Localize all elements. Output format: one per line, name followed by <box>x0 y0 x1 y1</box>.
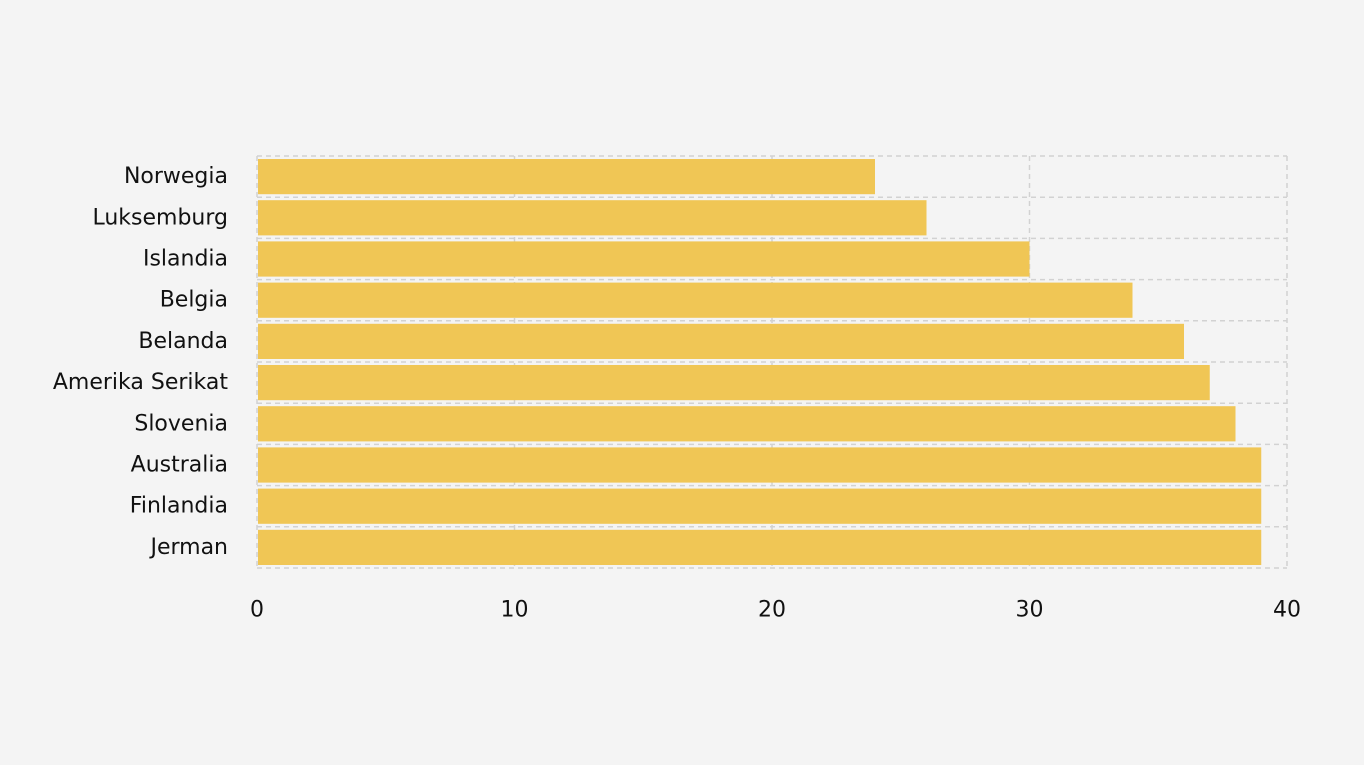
bar-norwegia <box>258 159 875 195</box>
grid <box>256 155 1288 569</box>
bar-belgia <box>258 282 1133 318</box>
bar-australia <box>258 447 1262 483</box>
bar-luksemburg <box>258 200 927 236</box>
bars <box>258 159 1262 565</box>
category-label: Norwegia <box>124 164 228 189</box>
category-label: Amerika Serikat <box>53 370 228 395</box>
category-label: Islandia <box>143 247 228 272</box>
category-labels: Norwegia Luksemburg Islandia Belgia Belanda A… <box>53 164 228 560</box>
category-label: Luksemburg <box>92 205 228 230</box>
category-label: Finlandia <box>130 494 228 519</box>
bar-amerika-serikat <box>258 365 1210 401</box>
x-tick-label: 40 <box>1273 598 1301 623</box>
bar-finlandia <box>258 488 1262 524</box>
x-axis-ticks: 0 10 20 30 40 <box>250 598 1301 623</box>
bar-islandia <box>258 241 1030 277</box>
bar-slovenia <box>258 406 1236 442</box>
x-tick-label: 30 <box>1016 598 1044 623</box>
bar-jerman <box>258 529 1262 565</box>
bar-belanda <box>258 323 1184 359</box>
x-tick-label: 20 <box>758 598 786 623</box>
category-label: Slovenia <box>134 411 228 436</box>
x-tick-label: 0 <box>250 598 264 623</box>
category-label: Australia <box>131 453 228 478</box>
x-tick-label: 10 <box>501 598 529 623</box>
category-label: Belanda <box>138 329 228 354</box>
category-label: Jerman <box>148 535 228 560</box>
category-label: Belgia <box>160 288 228 313</box>
